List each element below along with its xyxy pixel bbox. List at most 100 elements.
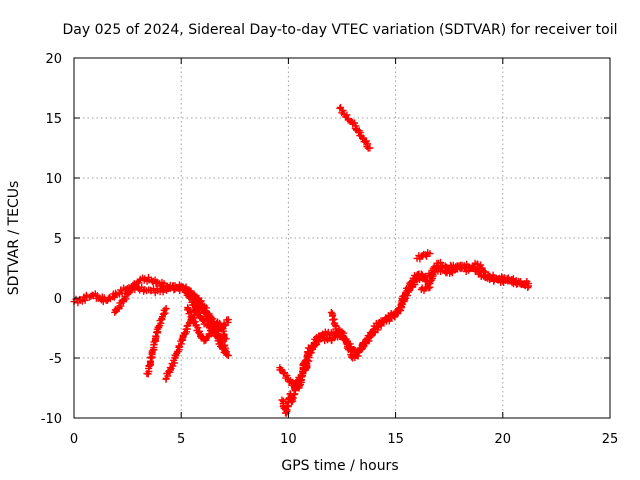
data-series-5 (143, 305, 170, 378)
data-point-trace (134, 275, 144, 287)
data-point-trace (197, 333, 208, 345)
data-point (278, 396, 286, 404)
data-point-trace (461, 263, 470, 275)
y-tick-label: 0 (54, 292, 62, 307)
data-series-12 (336, 103, 374, 152)
data-point-trace (346, 117, 356, 126)
data-point-trace (148, 347, 156, 361)
data-point-trace (441, 262, 450, 271)
data-point-trace (290, 378, 301, 390)
data-point-trace (328, 333, 339, 345)
axis-ticks: 0 5 10 15 20 25 -10 -5 0 5 10 15 20 (41, 52, 619, 447)
data-point-trace (488, 274, 498, 285)
x-tick-label: 25 (602, 432, 619, 447)
data-point-trace (103, 294, 114, 304)
data-point-trace (334, 329, 342, 339)
y-tick-label: 5 (54, 232, 62, 247)
data-point-trace (147, 276, 156, 286)
data-point-trace (218, 344, 229, 356)
data-point-trace (500, 274, 509, 284)
data-point-trace (437, 258, 446, 271)
data-point-trace (351, 351, 360, 362)
data-point-trace (521, 277, 531, 290)
x-axis-label: GPS time / hours (281, 458, 398, 474)
y-tick-label: 20 (45, 52, 62, 67)
grid (74, 58, 610, 418)
data-point (222, 335, 230, 343)
data-point-trace (437, 264, 446, 276)
data-point-trace (215, 319, 225, 331)
data-point-trace (97, 293, 108, 306)
data-point-trace (513, 277, 522, 288)
y-axis-label: SDTVAR / TECUs (6, 181, 22, 296)
data-point-trace (423, 249, 432, 260)
data-point (525, 280, 533, 288)
data-point-trace (504, 274, 513, 284)
data-series-8 (276, 258, 533, 390)
data-point (147, 354, 155, 362)
data-point-trace (500, 274, 509, 286)
data-series-9 (327, 308, 344, 340)
data-point (426, 250, 434, 258)
data-point-trace (194, 297, 203, 312)
data-point-trace (380, 314, 390, 326)
data-point-trace (419, 250, 428, 260)
data-point-trace (190, 306, 199, 322)
data-point-trace (497, 273, 506, 285)
data-point-trace (324, 334, 333, 344)
data-point-trace (319, 332, 329, 345)
data-point-trace (176, 283, 185, 295)
data-point-trace (157, 278, 168, 291)
data-point-trace (160, 305, 170, 317)
y-tick-label: -10 (41, 412, 62, 427)
x-tick-label: 20 (495, 432, 512, 447)
data-point-trace (136, 283, 148, 295)
data-point-trace (389, 309, 399, 318)
x-tick-label: 10 (280, 432, 297, 447)
data-point-trace (397, 292, 407, 311)
data-series-11 (413, 249, 434, 263)
data-point-trace (332, 323, 340, 336)
data-point (224, 316, 232, 324)
data-point-trace (375, 317, 385, 326)
data-point-trace (295, 371, 305, 384)
x-tick-label: 5 (177, 432, 185, 447)
data-point-trace (315, 335, 325, 346)
data-point (396, 304, 404, 312)
data-point (430, 263, 438, 271)
data-point-trace (72, 295, 84, 307)
data-point-trace (116, 284, 128, 298)
data-point-trace (203, 321, 213, 332)
data-point-trace (517, 278, 526, 288)
data-point-trace (158, 310, 167, 323)
y-tick-label: 15 (45, 112, 62, 127)
data-point-trace (414, 270, 423, 278)
data-point-trace (299, 358, 309, 379)
data-point-trace (341, 336, 351, 352)
x-tick-label: 0 (70, 432, 78, 447)
data-point-trace (279, 397, 287, 411)
y-tick-label: -5 (49, 352, 62, 367)
data-point (469, 263, 477, 271)
data-point (366, 144, 374, 152)
data-point-trace (394, 305, 403, 317)
data-point-trace (330, 315, 339, 328)
x-tick-label: 15 (387, 432, 404, 447)
y-tick-label: 10 (45, 172, 62, 187)
data-point-trace (307, 347, 315, 357)
data-point-trace (143, 286, 154, 295)
data-point-trace (448, 264, 457, 277)
data-point-trace (155, 317, 165, 330)
data-point-trace (470, 259, 479, 272)
data-point-trace (512, 277, 522, 287)
data-point-trace (441, 267, 450, 277)
data-point (128, 284, 136, 292)
data-point (162, 305, 170, 313)
chart-title: Day 025 of 2024, Sidereal Day-to-day VTE… (62, 22, 617, 38)
data-point-trace (508, 275, 517, 287)
data-point-trace (111, 305, 121, 315)
data-point-trace (449, 261, 458, 273)
data-point (196, 298, 204, 306)
data-point (426, 283, 434, 291)
